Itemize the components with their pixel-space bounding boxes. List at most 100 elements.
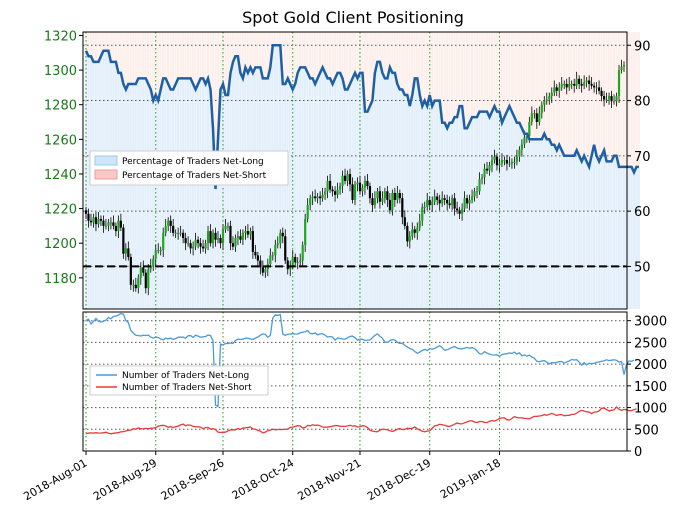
candle-body xyxy=(386,191,389,200)
net-long-bar xyxy=(470,117,474,309)
candle-body xyxy=(226,225,230,227)
net-short-bar xyxy=(388,32,391,68)
net-long-bar xyxy=(557,144,561,309)
net-short-bar xyxy=(321,32,324,68)
net-short-bar xyxy=(498,32,501,112)
candle-body xyxy=(538,113,541,123)
candle-body xyxy=(211,232,215,244)
net-short-bar xyxy=(433,32,436,101)
net-long-bar xyxy=(176,78,180,309)
net-short-bar xyxy=(612,32,616,156)
candle-body xyxy=(204,243,207,249)
traders-legend-box xyxy=(89,365,269,396)
net-short-bar xyxy=(396,32,399,84)
net-short-bar xyxy=(194,32,197,90)
candle-body xyxy=(102,220,105,226)
candle-body xyxy=(351,184,354,200)
candle-body xyxy=(465,198,469,204)
net-long-bar xyxy=(587,166,591,309)
price-legend-box xyxy=(89,150,289,186)
net-long-bar xyxy=(555,150,558,309)
candle-body xyxy=(620,66,623,71)
candle-body xyxy=(216,238,220,240)
candle-body xyxy=(356,182,359,185)
net-short-bar xyxy=(211,32,215,129)
net-short-bar xyxy=(137,32,140,79)
candle-body xyxy=(550,92,553,97)
candle-body xyxy=(393,193,396,200)
net-long-bar xyxy=(388,67,391,310)
net-short-bar xyxy=(226,32,229,96)
net-long-bar xyxy=(124,89,127,309)
net-short-bar xyxy=(545,32,548,140)
candle-body xyxy=(304,218,307,245)
net-short-bar xyxy=(351,32,354,79)
net-long-bar xyxy=(597,161,601,309)
candle-body xyxy=(363,180,367,188)
candle-body xyxy=(264,269,267,273)
net-short-legend-swatch xyxy=(94,169,118,180)
candle-body xyxy=(406,225,409,242)
net-short-bar xyxy=(221,32,224,84)
net-short-bar xyxy=(493,32,496,107)
percentage-tick-label: 80 xyxy=(634,95,651,110)
net-short-bar xyxy=(261,32,264,79)
candle-body xyxy=(563,83,566,85)
candle-body xyxy=(261,267,264,273)
net-short-bar xyxy=(264,32,267,79)
net-long-bar xyxy=(244,67,247,310)
net-short-bar xyxy=(378,32,381,62)
candle-body xyxy=(284,236,287,261)
candle-body xyxy=(580,83,583,86)
candle-body xyxy=(518,149,521,157)
candle-body xyxy=(119,220,122,228)
candle-body xyxy=(109,222,113,224)
net-short-bar xyxy=(246,32,249,73)
net-long-bar xyxy=(122,83,125,310)
net-long-bar xyxy=(166,83,170,310)
candle-body xyxy=(97,218,100,225)
net-long-bar xyxy=(468,122,471,309)
price-axis-left: 1180 1200 1220 1240 1260 1280 1300 1320 xyxy=(44,29,83,287)
net-short-bar xyxy=(191,32,195,84)
net-short-bar xyxy=(196,32,200,84)
net-short-bar xyxy=(244,32,247,68)
net-short-bar xyxy=(159,32,162,90)
net-short-bar xyxy=(224,32,227,96)
net-long-bar xyxy=(550,144,553,309)
net-long-bar xyxy=(196,83,200,310)
net-long-bar xyxy=(127,83,130,310)
candle-body xyxy=(498,163,501,166)
net-long-bar xyxy=(488,117,491,309)
candle-body xyxy=(99,218,103,221)
net-short-bar xyxy=(323,32,327,73)
net-short-bar xyxy=(281,32,284,84)
candle-body xyxy=(451,198,454,206)
net-long-bar xyxy=(540,139,543,309)
candle-body xyxy=(157,250,160,252)
net-long-bar xyxy=(293,83,297,310)
candle-body xyxy=(324,191,327,195)
net-long-bar xyxy=(463,128,466,309)
net-short-bar xyxy=(585,32,588,162)
candle-body xyxy=(475,191,479,193)
net-long-bar xyxy=(478,111,481,310)
price-candles xyxy=(84,59,626,296)
net-long-bar xyxy=(181,78,185,309)
net-long-bar xyxy=(448,122,451,309)
net-short-bar xyxy=(99,32,102,57)
candle-body xyxy=(548,96,551,100)
net-short-bar xyxy=(144,32,147,79)
net-long-bar xyxy=(298,67,302,310)
net-short-bar xyxy=(249,32,252,68)
net-long-bar xyxy=(174,83,177,310)
net-short-bar xyxy=(313,32,317,84)
net-long-bar xyxy=(161,78,165,309)
net-short-bar xyxy=(186,32,190,79)
net-short-bar xyxy=(622,32,626,167)
net-long-bar xyxy=(525,133,528,309)
candle-body xyxy=(124,248,127,254)
net-short-bar xyxy=(316,32,319,79)
net-short-bar xyxy=(525,32,528,134)
net-long-bar xyxy=(473,117,476,309)
